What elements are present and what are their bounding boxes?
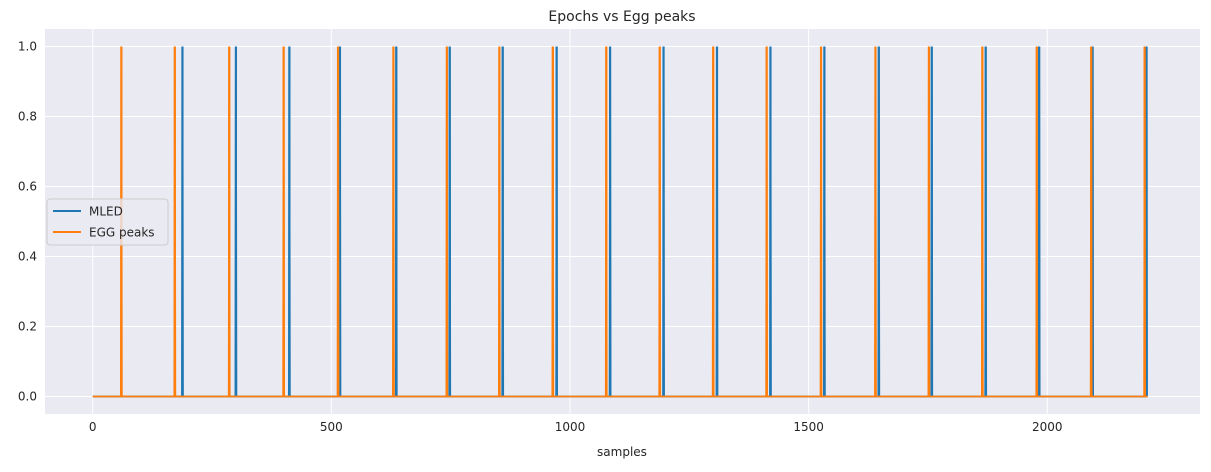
- x-axis-ticks: 0 500 1000 1500 2000: [89, 420, 1063, 434]
- x-tick-label: 0: [89, 420, 97, 434]
- plot-area-background: [45, 29, 1200, 414]
- y-tick-label: 0.8: [18, 110, 37, 124]
- x-axis-label: samples: [597, 445, 647, 459]
- y-tick-label: 0.4: [18, 250, 37, 264]
- legend-label-egg-peaks: EGG peaks: [89, 226, 155, 240]
- y-tick-label: 1.0: [18, 40, 37, 54]
- series-lines: [92, 46, 1148, 398]
- y-tick-label: 0.2: [18, 320, 37, 334]
- x-tick-label: 1500: [793, 420, 824, 434]
- y-axis-ticks: 0.0 0.2 0.4 0.6 0.8 1.0: [18, 40, 37, 404]
- x-tick-label: 2000: [1032, 420, 1063, 434]
- chart-title: Epochs vs Egg peaks: [548, 9, 695, 25]
- series-egg-peaks: [92, 46, 1148, 398]
- legend-label-mled: MLED: [89, 205, 123, 219]
- y-tick-label: 0.6: [18, 180, 37, 194]
- x-tick-label: 1000: [555, 420, 586, 434]
- y-tick-label: 0.0: [18, 390, 37, 404]
- x-tick-label: 500: [320, 420, 343, 434]
- legend: MLED EGG peaks: [46, 198, 169, 246]
